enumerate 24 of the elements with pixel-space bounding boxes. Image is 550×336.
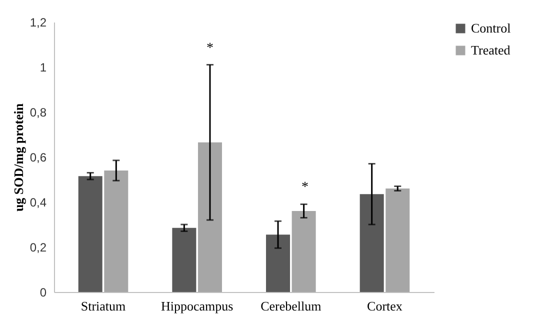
bar [266, 234, 290, 292]
bar [386, 188, 410, 292]
legend-label: Control [471, 20, 512, 36]
bar [198, 142, 222, 292]
annotation: * [206, 41, 214, 56]
y-axis-title: ug SOD/mg protein [10, 102, 26, 212]
legend-label: Treated [471, 42, 511, 58]
y-tick-label: 0,6 [30, 150, 47, 164]
annotation: * [302, 180, 308, 195]
bar [360, 194, 384, 292]
x-tick-label: Cerebellum [260, 298, 322, 314]
y-tick-label: 0 [40, 286, 47, 300]
y-tick-label: 1,2 [30, 16, 47, 30]
x-tick-label: Striatum [80, 298, 126, 314]
y-tick-label: 0,4 [30, 196, 47, 210]
x-tick-label: Cortex [367, 298, 403, 314]
bar [292, 211, 316, 292]
bar [104, 170, 128, 292]
y-tick-label: 0,2 [30, 240, 47, 254]
x-tick-label: Hippocampus [160, 298, 234, 314]
bar [172, 228, 196, 292]
y-tick-label: 0,8 [30, 106, 47, 120]
bar [78, 176, 102, 292]
y-tick-label: 1 [40, 60, 47, 74]
